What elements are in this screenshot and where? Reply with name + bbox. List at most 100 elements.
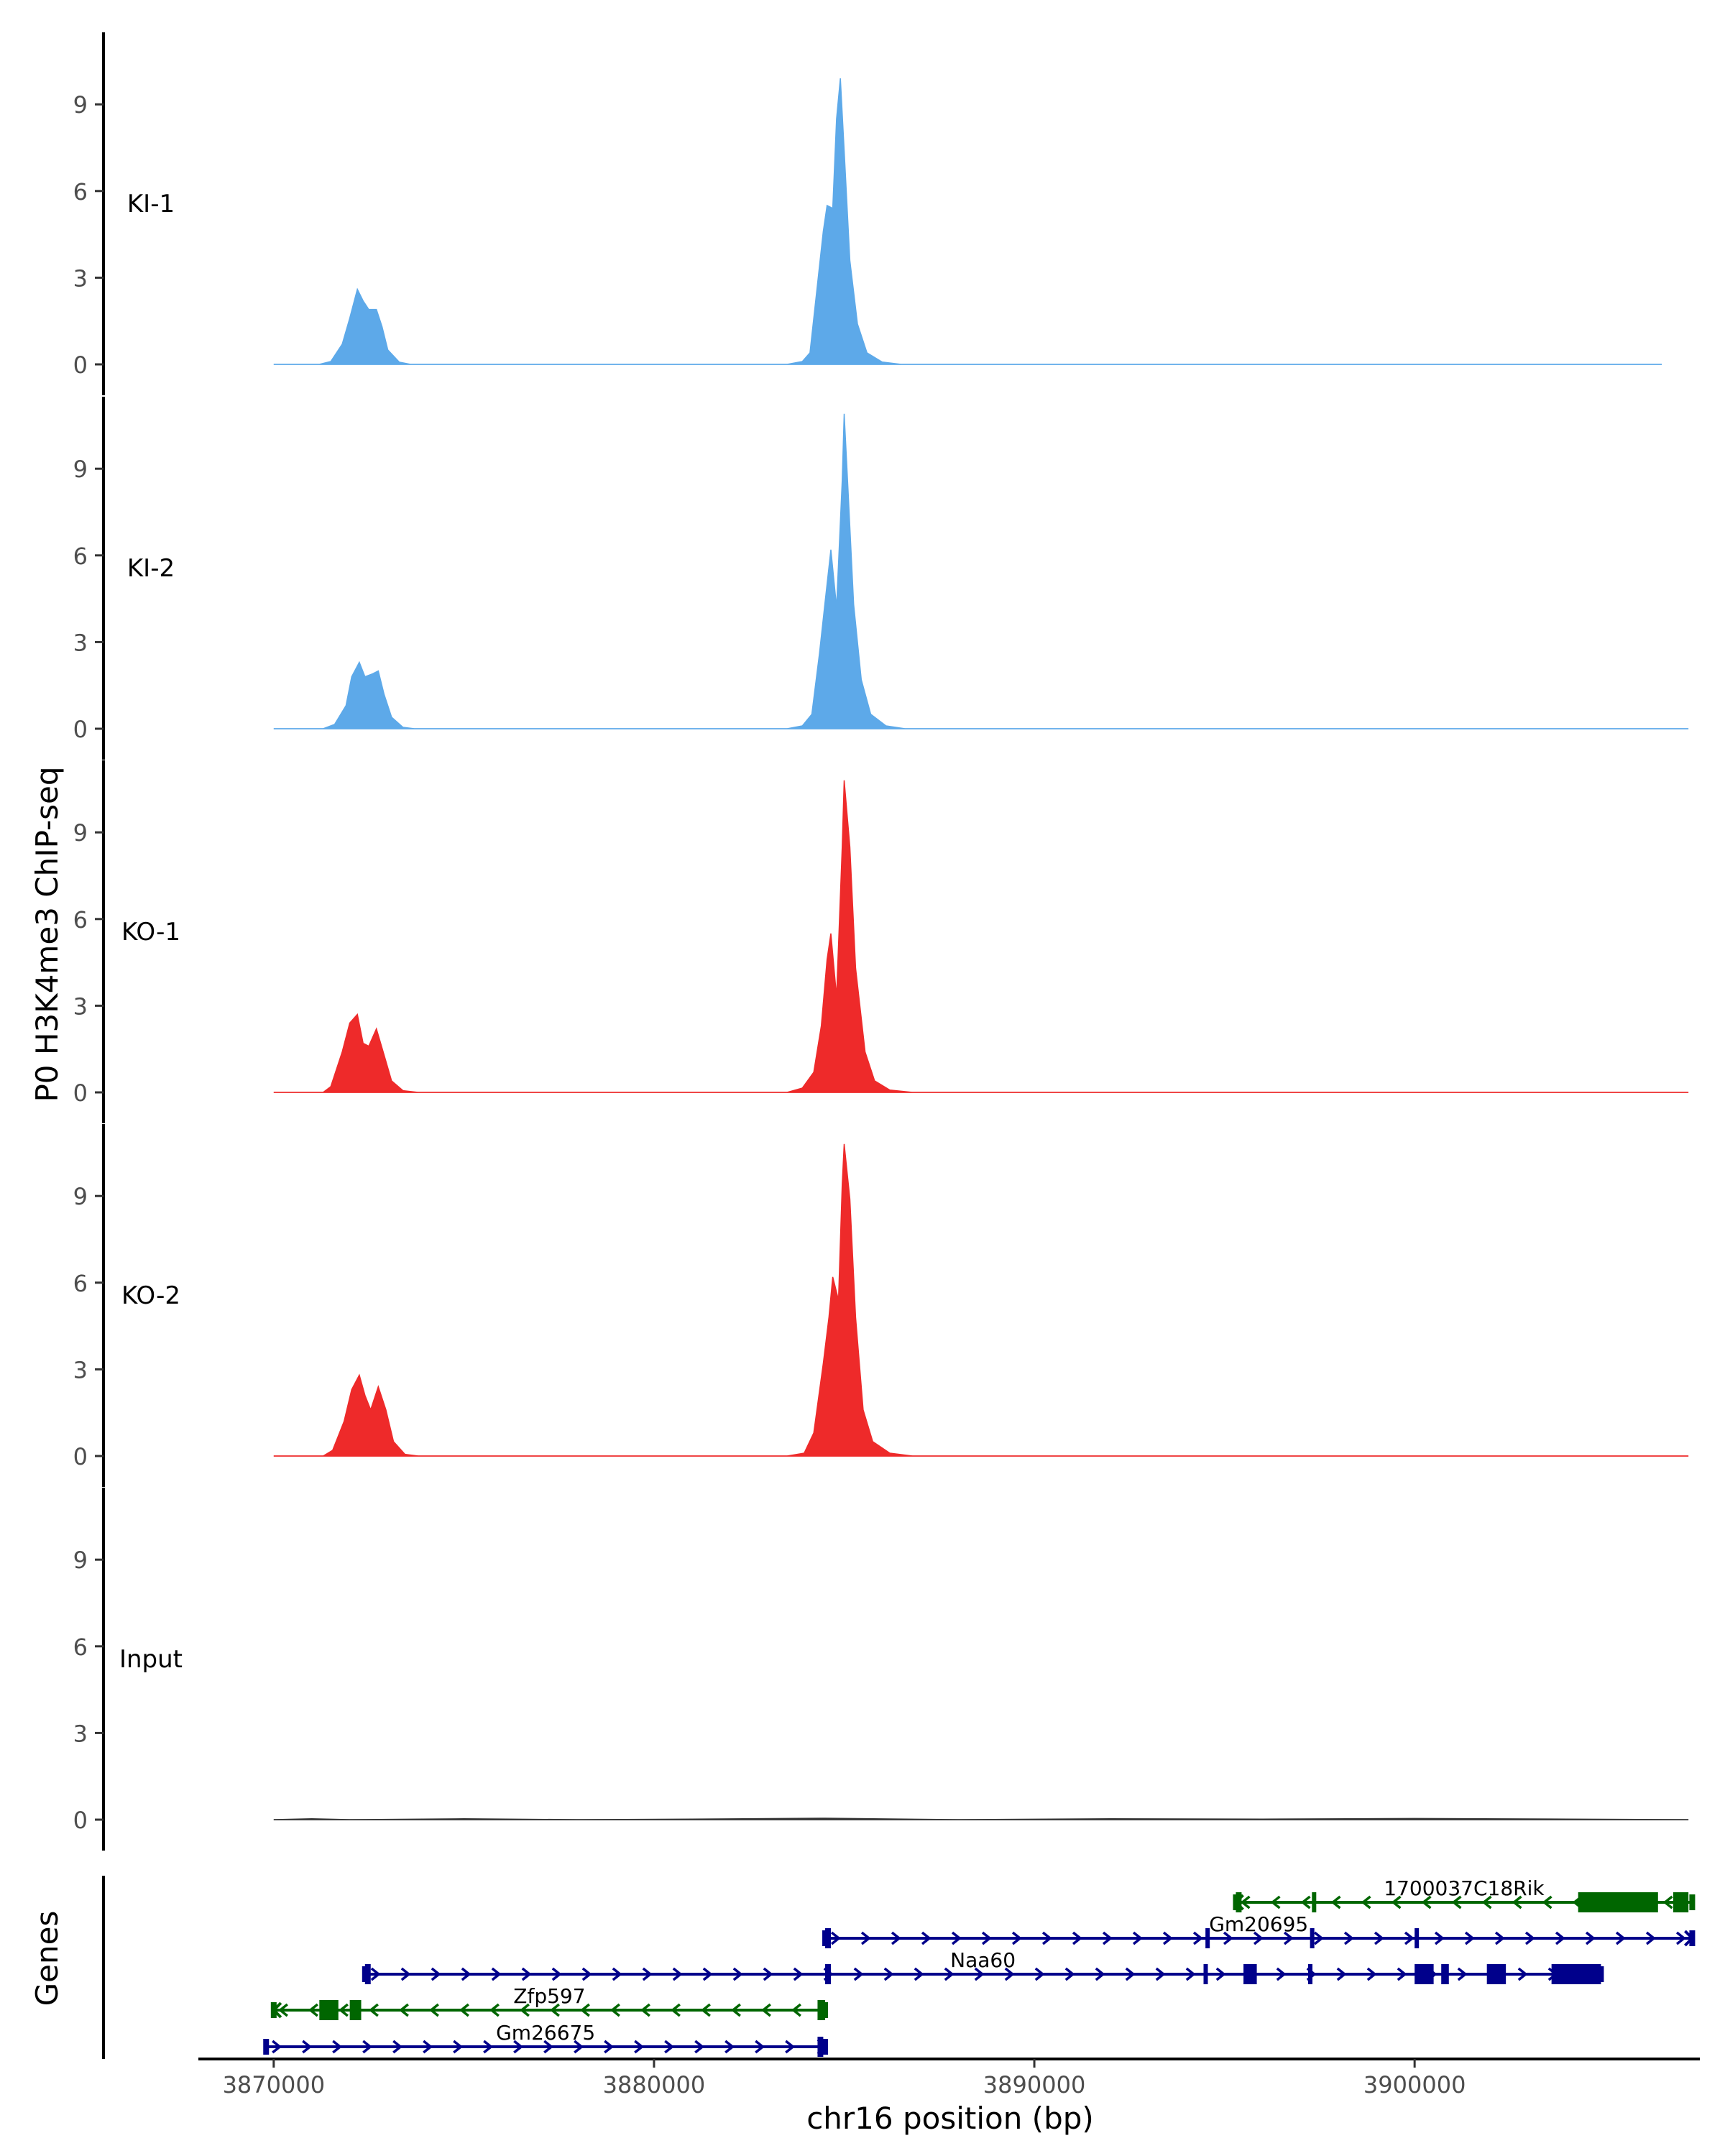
strand-arrow [1512,1895,1522,1909]
strand-arrow [431,1967,441,1981]
strand-arrow [1391,1895,1402,1909]
x-tick-label: 3880000 [603,2071,706,2099]
strand-arrow [1662,1895,1673,1909]
y-tick-label: 0 [73,1079,88,1107]
y-tick-label: 3 [73,1720,88,1747]
tracks-layer: 0 3 6 9 KI-1 0 3 6 9 KI-2 0 3 6 9 KO-1 0 3 6 9 KO-2 0 3 6 9 Inpu… [73,32,1689,1851]
y-tick-label: 6 [73,906,88,934]
x-tick-label: 3870000 [223,2071,326,2099]
gene-arrowhead [1233,1894,1244,1911]
y-tick-label: 9 [73,456,88,483]
track-label: KI-1 [127,190,175,218]
gene-exon [1308,1964,1313,1984]
y-tick-label: 3 [73,629,88,656]
strand-arrow [1524,1931,1535,1945]
gene-exon [1673,1892,1689,1912]
strand-arrow [1253,1931,1264,1945]
gene-exon [364,1964,371,1984]
strand-arrow [1361,1895,1371,1909]
track-label: KI-2 [127,554,175,583]
strand-arrow [610,2003,620,2017]
track-ko-2: 0 3 6 9 KO-2 [73,1124,1689,1487]
strand-arrow [491,1967,502,1981]
y-tick-label: 6 [73,1270,88,1297]
gene-exon [1312,1892,1317,1912]
gene-label: Gm20695 [1209,1912,1308,1936]
gene-exon [1414,1928,1420,1948]
strand-arrow [1004,1967,1015,1981]
strand-arrow [1155,1967,1166,1981]
strand-arrow [1102,1931,1113,1945]
signal-area [273,1818,1689,1820]
strand-arrow [1162,1931,1173,1945]
y-tick-label: 3 [73,264,88,292]
strand-arrow [1366,1967,1377,1981]
strand-arrow [791,2003,801,2017]
strand-arrow [785,2040,796,2054]
strand-arrow [860,1931,871,1945]
strand-arrow [1434,1931,1445,1945]
strand-arrow [483,2040,494,2054]
strand-arrow [520,2003,530,2017]
strand-arrow [1336,1967,1347,1981]
strand-arrow [793,1967,804,1981]
y-tick-label: 9 [73,91,88,119]
strand-arrow [1185,1967,1196,1981]
strand-arrow [392,2040,403,2054]
strand-arrow [974,1967,985,1981]
y-tick-label: 3 [73,992,88,1020]
gene-gm26675: Gm26675 [263,2021,829,2057]
gene-arrowhead [1684,1930,1695,1947]
gene-exon [1551,1964,1601,1984]
gene-label: 1700037C18Rik [1384,1876,1545,1900]
strand-arrow [1457,1967,1468,1981]
gene-exon [1205,1928,1210,1948]
strand-arrow [362,2040,373,2054]
strand-arrow [581,1967,592,1981]
strand-arrow [634,2040,645,2054]
gene-exon [319,2000,339,2020]
gene-exon [1414,1964,1434,1984]
strand-arrow [830,1931,841,1945]
strand-arrow [1125,1967,1136,1981]
track-ko-1: 0 3 6 9 KO-1 [73,760,1689,1123]
gene-gm20695: Gm20695 [822,1912,1696,1948]
strand-arrow [951,1931,962,1945]
strand-arrow [400,1967,411,1981]
gene-exon [1578,1892,1658,1912]
strand-arrow [1095,1967,1105,1981]
strand-arrow [339,2003,349,2017]
strand-arrow [1313,1931,1324,1945]
strand-arrow [574,2040,584,2054]
strand-arrow [308,2003,318,2017]
gene-exon [1243,1964,1257,1984]
strand-arrow [604,2040,615,2054]
strand-arrow [489,2003,500,2017]
strand-arrow [1585,1931,1596,1945]
signal-area [273,78,1662,365]
y-tick-label: 6 [73,178,88,206]
track-ki-1: 0 3 6 9 KI-1 [73,32,1662,395]
track-ki-2: 0 3 6 9 KI-2 [73,397,1689,760]
strand-arrow [891,1931,901,1945]
gene-exon [1203,1964,1208,1984]
gene-start-cap [263,2039,270,2055]
y-axis-label: P0 H3K4me3 ChIP-seq [29,766,65,1102]
gene-exon [1441,1964,1449,1984]
track-label: Input [119,1645,183,1674]
gene-exon [817,2000,826,2020]
gene-exon [1236,1892,1242,1912]
gene-1700037c18rik: 1700037C18Rik [1233,1876,1696,1912]
strand-arrow [1064,1967,1075,1981]
gene-label: Gm26675 [496,2021,595,2045]
strand-arrow [429,2003,439,2017]
strand-arrow [1481,1895,1492,1909]
strand-arrow [521,1967,532,1981]
y-tick-label: 9 [73,1547,88,1574]
strand-arrow [1464,1931,1475,1945]
strand-arrow [1270,1895,1281,1909]
strand-arrow [1240,1895,1251,1909]
x-axis: 3870000 3880000 3890000 3900000 [198,2058,1700,2099]
strand-arrow [1215,1967,1226,1981]
strand-arrow [853,1967,864,1981]
